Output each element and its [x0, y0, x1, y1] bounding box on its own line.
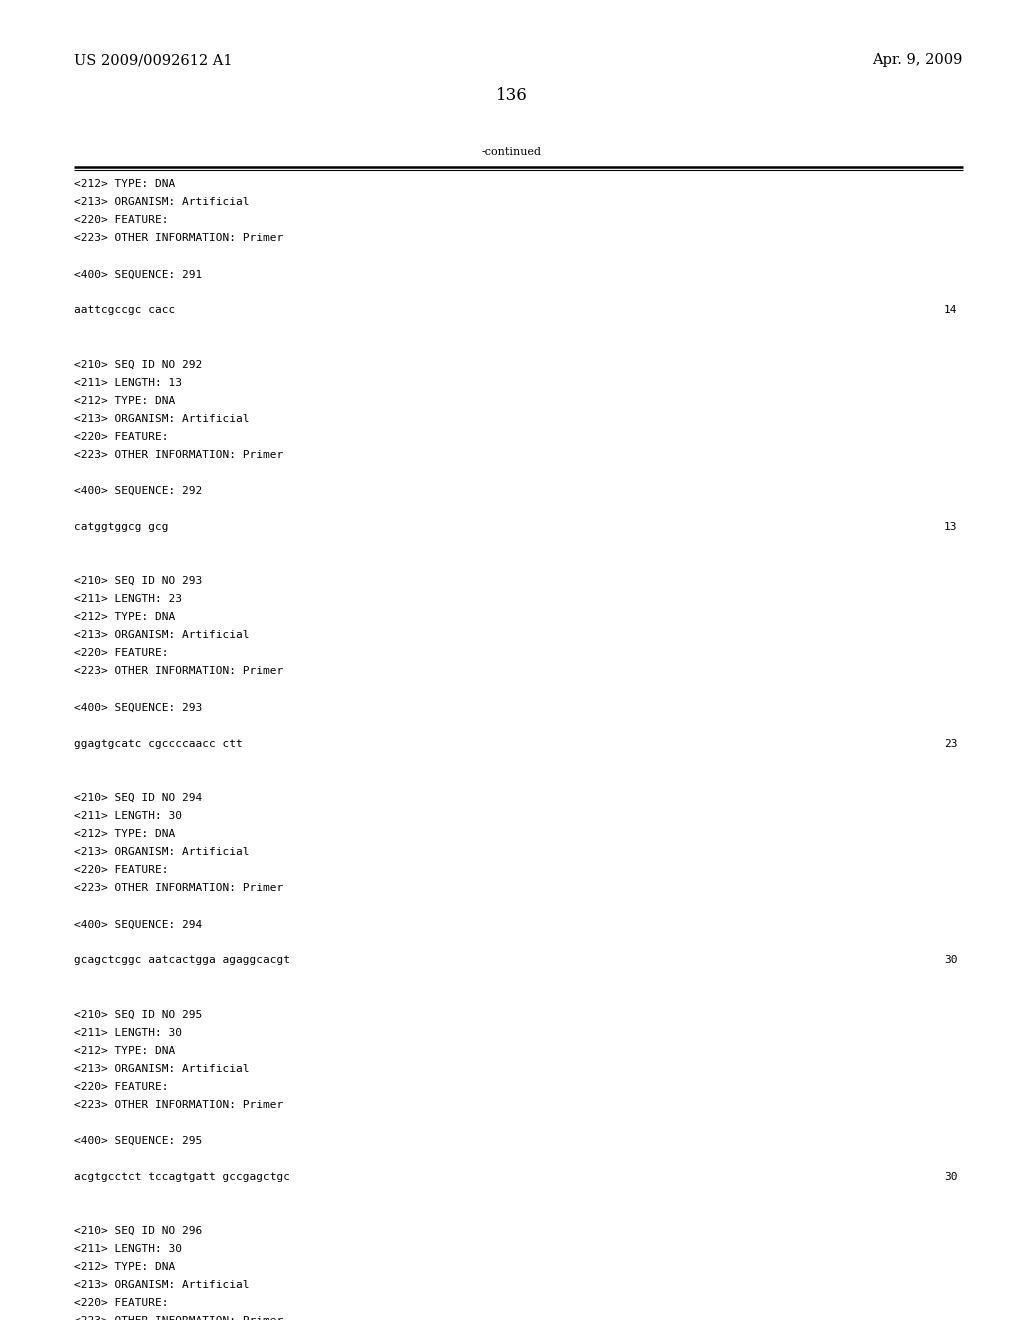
- Text: <213> ORGANISM: Artificial: <213> ORGANISM: Artificial: [74, 1064, 249, 1073]
- Text: US 2009/0092612 A1: US 2009/0092612 A1: [74, 53, 232, 67]
- Text: <212> TYPE: DNA: <212> TYPE: DNA: [74, 396, 175, 405]
- Text: <220> FEATURE:: <220> FEATURE:: [74, 432, 168, 442]
- Text: <212> TYPE: DNA: <212> TYPE: DNA: [74, 1045, 175, 1056]
- Text: acgtgcctct tccagtgatt gccgagctgc: acgtgcctct tccagtgatt gccgagctgc: [74, 1172, 290, 1181]
- Text: <210> SEQ ID NO 292: <210> SEQ ID NO 292: [74, 359, 202, 370]
- Text: <223> OTHER INFORMATION: Primer: <223> OTHER INFORMATION: Primer: [74, 883, 283, 894]
- Text: <400> SEQUENCE: 295: <400> SEQUENCE: 295: [74, 1137, 202, 1146]
- Text: 30: 30: [944, 1172, 957, 1181]
- Text: <211> LENGTH: 13: <211> LENGTH: 13: [74, 378, 181, 388]
- Text: <400> SEQUENCE: 291: <400> SEQUENCE: 291: [74, 269, 202, 280]
- Text: <223> OTHER INFORMATION: Primer: <223> OTHER INFORMATION: Primer: [74, 667, 283, 676]
- Text: <220> FEATURE:: <220> FEATURE:: [74, 1299, 168, 1308]
- Text: gcagctcggc aatcactgga agaggcacgt: gcagctcggc aatcactgga agaggcacgt: [74, 956, 290, 965]
- Text: <210> SEQ ID NO 295: <210> SEQ ID NO 295: [74, 1010, 202, 1019]
- Text: <213> ORGANISM: Artificial: <213> ORGANISM: Artificial: [74, 413, 249, 424]
- Text: <212> TYPE: DNA: <212> TYPE: DNA: [74, 612, 175, 622]
- Text: <211> LENGTH: 30: <211> LENGTH: 30: [74, 1027, 181, 1038]
- Text: <211> LENGTH: 30: <211> LENGTH: 30: [74, 1245, 181, 1254]
- Text: <400> SEQUENCE: 293: <400> SEQUENCE: 293: [74, 702, 202, 713]
- Text: <211> LENGTH: 23: <211> LENGTH: 23: [74, 594, 181, 605]
- Text: catggtggcg gcg: catggtggcg gcg: [74, 521, 168, 532]
- Text: <220> FEATURE:: <220> FEATURE:: [74, 1082, 168, 1092]
- Text: <223> OTHER INFORMATION: Primer: <223> OTHER INFORMATION: Primer: [74, 1316, 283, 1320]
- Text: -continued: -continued: [482, 147, 542, 157]
- Text: 14: 14: [944, 305, 957, 315]
- Text: <220> FEATURE:: <220> FEATURE:: [74, 865, 168, 875]
- Text: ggagtgcatc cgccccaacc ctt: ggagtgcatc cgccccaacc ctt: [74, 739, 243, 748]
- Text: <400> SEQUENCE: 294: <400> SEQUENCE: 294: [74, 919, 202, 929]
- Text: <210> SEQ ID NO 296: <210> SEQ ID NO 296: [74, 1226, 202, 1237]
- Text: <213> ORGANISM: Artificial: <213> ORGANISM: Artificial: [74, 847, 249, 857]
- Text: <220> FEATURE:: <220> FEATURE:: [74, 215, 168, 226]
- Text: <213> ORGANISM: Artificial: <213> ORGANISM: Artificial: [74, 631, 249, 640]
- Text: <212> TYPE: DNA: <212> TYPE: DNA: [74, 829, 175, 840]
- Text: Apr. 9, 2009: Apr. 9, 2009: [872, 53, 963, 67]
- Text: <223> OTHER INFORMATION: Primer: <223> OTHER INFORMATION: Primer: [74, 450, 283, 459]
- Text: <213> ORGANISM: Artificial: <213> ORGANISM: Artificial: [74, 197, 249, 207]
- Text: aattcgccgc cacc: aattcgccgc cacc: [74, 305, 175, 315]
- Text: 13: 13: [944, 521, 957, 532]
- Text: <220> FEATURE:: <220> FEATURE:: [74, 648, 168, 659]
- Text: 136: 136: [496, 87, 528, 103]
- Text: <211> LENGTH: 30: <211> LENGTH: 30: [74, 810, 181, 821]
- Text: <213> ORGANISM: Artificial: <213> ORGANISM: Artificial: [74, 1280, 249, 1291]
- Text: 23: 23: [944, 739, 957, 748]
- Text: 30: 30: [944, 956, 957, 965]
- Text: <210> SEQ ID NO 293: <210> SEQ ID NO 293: [74, 577, 202, 586]
- Text: <400> SEQUENCE: 292: <400> SEQUENCE: 292: [74, 486, 202, 496]
- Text: <212> TYPE: DNA: <212> TYPE: DNA: [74, 180, 175, 189]
- Text: <210> SEQ ID NO 294: <210> SEQ ID NO 294: [74, 793, 202, 803]
- Text: <212> TYPE: DNA: <212> TYPE: DNA: [74, 1262, 175, 1272]
- Text: <223> OTHER INFORMATION: Primer: <223> OTHER INFORMATION: Primer: [74, 234, 283, 243]
- Text: <223> OTHER INFORMATION: Primer: <223> OTHER INFORMATION: Primer: [74, 1100, 283, 1110]
